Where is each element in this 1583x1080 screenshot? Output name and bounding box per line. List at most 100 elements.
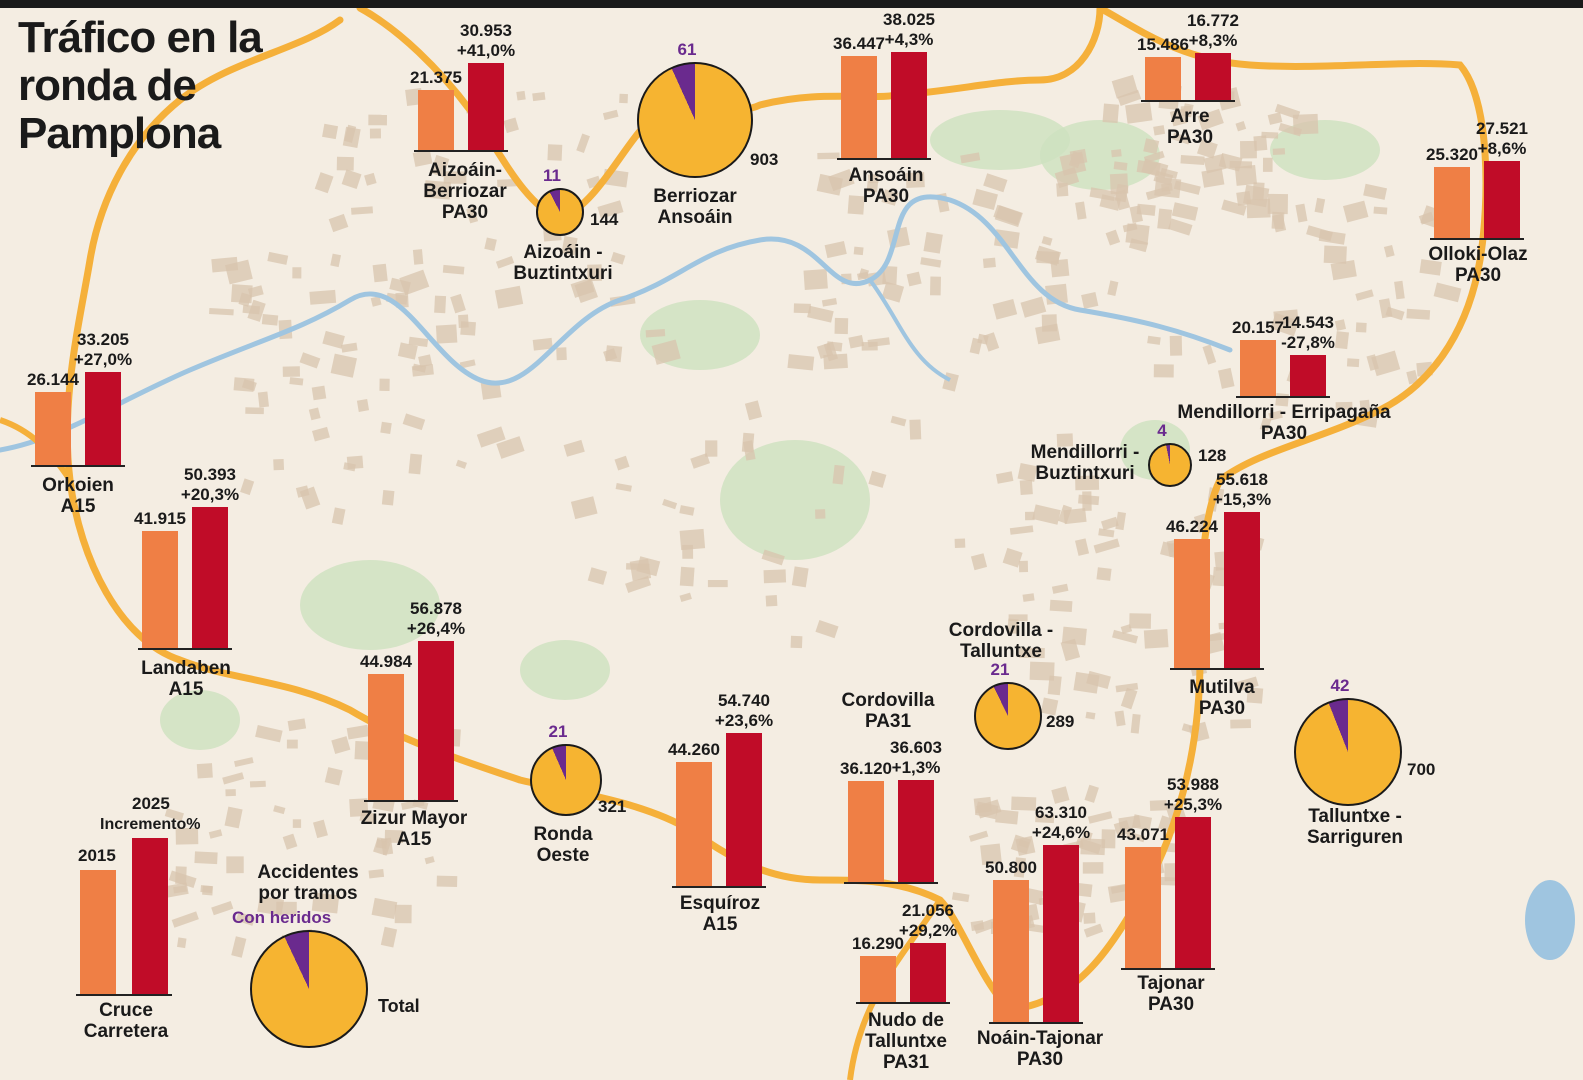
city-block bbox=[1230, 719, 1252, 729]
value-2025-label: 54.740 bbox=[718, 690, 770, 710]
city-block bbox=[1024, 511, 1035, 521]
change-label: +25,3% bbox=[1163, 794, 1223, 814]
city-block bbox=[1218, 367, 1235, 389]
city-block bbox=[196, 763, 213, 779]
city-block bbox=[1271, 211, 1285, 230]
city-block bbox=[1371, 350, 1401, 377]
value-2025-label: 55.618 bbox=[1216, 470, 1268, 490]
city-block bbox=[1253, 135, 1268, 152]
bar-2015 bbox=[418, 90, 454, 150]
section-label: Aizoáin- Berriozar PA30 bbox=[423, 160, 506, 223]
city-block bbox=[1355, 322, 1367, 333]
city-block bbox=[1113, 161, 1128, 171]
city-block bbox=[443, 171, 467, 184]
section-label: Ansoáin PA30 bbox=[849, 165, 924, 207]
city-block bbox=[436, 875, 458, 887]
city-block bbox=[848, 334, 865, 349]
city-block bbox=[970, 553, 988, 571]
city-block bbox=[629, 558, 652, 581]
value-2025-label: 21.056 bbox=[902, 901, 954, 921]
section-label: Esquíroz A15 bbox=[680, 893, 760, 935]
city-block bbox=[909, 419, 922, 440]
section-label-line: Aizoáin - bbox=[523, 242, 603, 263]
city-block bbox=[1087, 811, 1113, 824]
city-block bbox=[906, 271, 922, 287]
city-block bbox=[1221, 199, 1247, 216]
city-block bbox=[1013, 857, 1026, 878]
city-block bbox=[1143, 629, 1169, 649]
city-block bbox=[1202, 344, 1217, 365]
city-block bbox=[651, 339, 681, 365]
legend-injured-label: Con heridos bbox=[232, 908, 332, 927]
city-block bbox=[1252, 182, 1265, 201]
legend-pie-title-line: por tramos bbox=[258, 883, 358, 904]
city-block bbox=[226, 856, 244, 874]
total-count: 144 bbox=[590, 210, 619, 229]
city-block bbox=[380, 926, 398, 948]
change-label: +20,3% bbox=[180, 484, 240, 504]
city-block bbox=[380, 421, 392, 434]
city-block bbox=[614, 455, 630, 471]
city-block bbox=[815, 509, 826, 519]
city-block bbox=[1143, 138, 1160, 155]
city-block bbox=[1080, 838, 1106, 856]
city-block bbox=[1114, 710, 1126, 727]
city-block bbox=[1051, 786, 1070, 804]
city-block bbox=[240, 478, 255, 496]
city-block bbox=[532, 337, 553, 351]
city-block bbox=[791, 566, 809, 588]
city-block bbox=[460, 321, 476, 336]
bar-2025 bbox=[1043, 844, 1079, 1022]
city-block bbox=[408, 453, 423, 475]
city-block bbox=[828, 168, 855, 192]
city-block bbox=[336, 156, 354, 171]
city-block bbox=[289, 377, 304, 386]
city-block bbox=[331, 736, 351, 755]
injured-count: 4 bbox=[1157, 421, 1167, 440]
city-block bbox=[868, 470, 887, 488]
city-block bbox=[823, 341, 839, 362]
city-block bbox=[282, 833, 298, 850]
city-block bbox=[570, 496, 598, 520]
city-block bbox=[1102, 103, 1120, 124]
city-block bbox=[299, 486, 321, 510]
city-block bbox=[603, 348, 618, 362]
city-block bbox=[292, 819, 302, 828]
city-block bbox=[397, 342, 418, 360]
city-block bbox=[1075, 538, 1090, 556]
city-block bbox=[1234, 164, 1257, 186]
change-label: +8,3% bbox=[1188, 31, 1238, 51]
city-block bbox=[1267, 112, 1283, 125]
city-block bbox=[1019, 479, 1033, 495]
section-label-line: Cordovilla bbox=[841, 690, 935, 711]
city-block bbox=[312, 819, 328, 839]
bar-2015 bbox=[35, 391, 71, 465]
bar-baseline bbox=[856, 1002, 950, 1004]
change-label: +8,6% bbox=[1477, 138, 1527, 158]
city-block bbox=[1363, 183, 1388, 200]
city-block bbox=[832, 464, 845, 485]
city-block bbox=[1049, 599, 1073, 613]
bar-2015 bbox=[1240, 339, 1276, 396]
city-block bbox=[496, 436, 525, 459]
city-block bbox=[1007, 618, 1019, 634]
city-block bbox=[973, 918, 997, 934]
city-block bbox=[1160, 168, 1178, 180]
city-block bbox=[1234, 676, 1259, 692]
city-block bbox=[287, 718, 307, 732]
city-block bbox=[312, 426, 330, 442]
city-block bbox=[1246, 198, 1271, 219]
city-block bbox=[857, 271, 869, 281]
bar-baseline bbox=[1430, 238, 1524, 240]
city-block bbox=[1017, 462, 1038, 482]
city-block bbox=[225, 789, 236, 797]
city-block bbox=[1153, 125, 1166, 136]
legend-2015-label: 2015 bbox=[78, 846, 116, 865]
city-block bbox=[793, 303, 811, 314]
bar-2025 bbox=[726, 732, 762, 886]
city-block bbox=[224, 259, 253, 285]
city-block bbox=[707, 579, 728, 588]
city-block bbox=[1099, 194, 1122, 211]
bar-2015 bbox=[993, 879, 1029, 1022]
city-block bbox=[435, 324, 458, 344]
